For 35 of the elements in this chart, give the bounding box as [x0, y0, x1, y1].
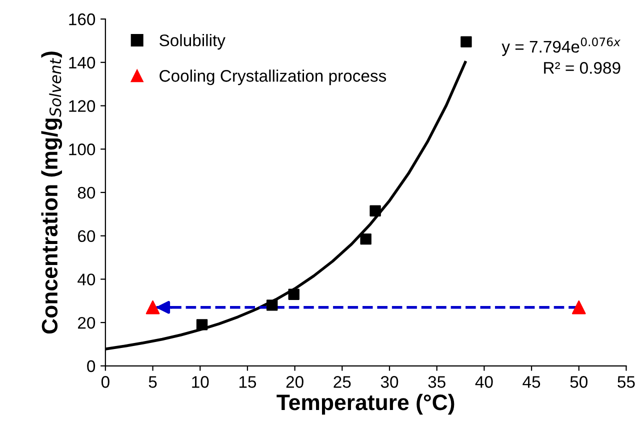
- point: [196, 319, 208, 330]
- annotation: R² = 0.989: [544, 62, 620, 74]
- y-tick-label: 100: [69, 144, 96, 156]
- point: [266, 300, 278, 311]
- legend-label: Solubility: [160, 34, 226, 50]
- y-tick-label: 160: [69, 13, 96, 26]
- y-tick-label: 80: [78, 186, 96, 199]
- y-tick-label: 140: [69, 56, 96, 69]
- y-tick-label: 0: [87, 360, 96, 372]
- point: [360, 233, 372, 245]
- y-tick-label: 120: [69, 100, 96, 112]
- x-tick-label: 15: [239, 376, 256, 388]
- point: [572, 300, 586, 314]
- x-tick-label: 35: [428, 376, 446, 388]
- y-tick-label: 20: [78, 316, 96, 329]
- x-tick-label: 50: [570, 376, 588, 388]
- x-tick-label: 25: [334, 376, 351, 388]
- y-tick-label: 40: [78, 274, 96, 286]
- point: [146, 300, 160, 314]
- legend-label: Cooling Crystallization process: [160, 70, 386, 86]
- annotation: y = 7.794e$^{0.076x}$: [502, 37, 621, 56]
- y-axis-title: Concentration (mg/g$_{Solvent}$): [41, 52, 62, 334]
- y-tick-label: 60: [78, 230, 96, 242]
- x-tick-label: 55: [618, 376, 635, 388]
- x-tick-label: 40: [475, 376, 493, 388]
- x-tick-label: 20: [286, 376, 304, 388]
- x-tick-label: 10: [192, 376, 209, 388]
- point: [370, 205, 381, 216]
- point: [460, 36, 472, 48]
- x-tick-label: 30: [380, 376, 398, 388]
- x-tick-label: 5: [148, 376, 157, 388]
- x-axis-title: Temperature (°C): [276, 394, 454, 415]
- point: [288, 288, 300, 300]
- x-tick-label: 0: [101, 376, 110, 388]
- x-tick-label: 45: [522, 376, 540, 388]
